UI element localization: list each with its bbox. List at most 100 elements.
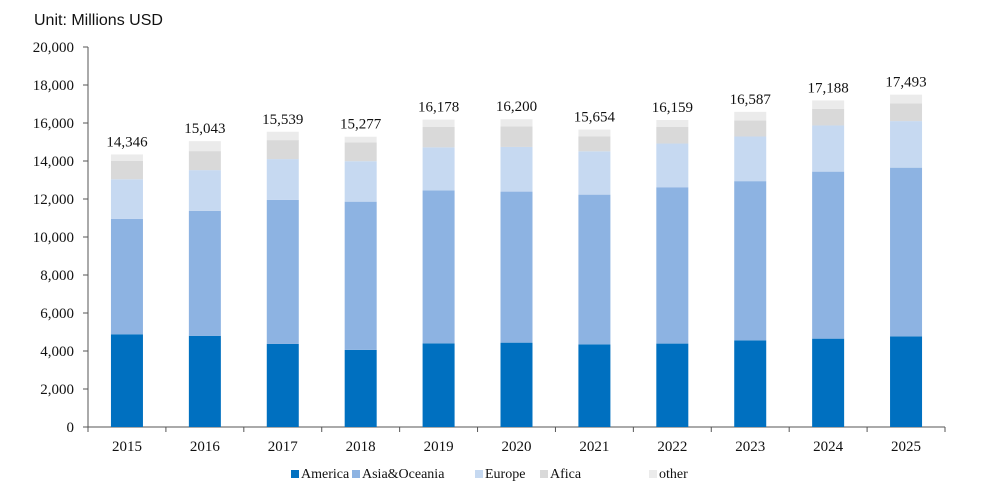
bar-segment-other	[266, 131, 299, 141]
bar-segment-afica	[422, 126, 455, 148]
bar-segment-asia-oceania	[812, 171, 845, 339]
bar-segment-america	[110, 334, 143, 427]
y-tick-label: 18,000	[33, 78, 74, 94]
legend: America Asia&Oceania Europe Afica other	[291, 467, 688, 482]
x-tick-label: 2019	[424, 439, 454, 455]
bar-segment-afica	[110, 161, 143, 180]
total-data-label: 14,346	[106, 134, 148, 150]
unit-label: Unit: Millions USD	[34, 12, 163, 29]
x-tick-label: 2025	[891, 439, 921, 455]
bar-segment-afica	[500, 126, 533, 147]
total-data-label: 16,200	[496, 99, 537, 115]
y-tick-label: 0	[67, 420, 75, 436]
bar-segment-america	[734, 340, 767, 427]
legend-swatch	[352, 470, 360, 478]
bar-segment-america	[890, 336, 923, 427]
bar-segment-other	[812, 100, 845, 109]
y-tick-label: 6,000	[40, 306, 74, 322]
bar-segment-other	[422, 119, 455, 127]
legend-swatch	[475, 470, 483, 478]
bar-segment-other	[110, 154, 143, 161]
x-tick-label: 2024	[813, 439, 844, 455]
bar-segment-asia-oceania	[734, 181, 767, 341]
legend-label: America	[301, 467, 350, 482]
legend-label: Asia&Oceania	[362, 467, 445, 482]
total-data-label: 17,493	[885, 75, 926, 91]
bar-segment-europe	[500, 146, 533, 192]
bar-segment-asia-oceania	[578, 194, 611, 345]
bar-segment-afica	[344, 142, 377, 162]
bar-segment-afica	[890, 103, 923, 122]
x-tick-label: 2023	[735, 439, 765, 455]
y-tick-label: 4,000	[40, 344, 74, 360]
y-tick-label: 10,000	[33, 230, 74, 246]
bar-segment-asia-oceania	[422, 190, 455, 344]
bar-segment-other	[578, 129, 611, 137]
total-data-label: 16,587	[730, 92, 772, 108]
bar-segment-other	[500, 119, 533, 127]
y-tick-label: 20,000	[33, 40, 74, 56]
bar-segment-america	[812, 338, 845, 427]
y-tick-label: 14,000	[33, 154, 74, 170]
total-data-label: 15,539	[262, 112, 303, 128]
bar-segment-afica	[188, 151, 221, 171]
bar-segment-afica	[734, 120, 767, 137]
bar-segment-afica	[656, 126, 689, 144]
x-tick-label: 2022	[657, 439, 687, 455]
bar-segment-europe	[422, 147, 455, 191]
bar-segment-asia-oceania	[266, 199, 299, 344]
bar-segment-america	[500, 342, 533, 427]
bar-segment-europe	[890, 121, 923, 168]
x-tick-label: 2018	[346, 439, 376, 455]
total-data-label: 15,043	[184, 121, 225, 137]
x-tick-label: 2021	[579, 439, 609, 455]
legend-label: Afica	[550, 467, 582, 482]
bar-segment-europe	[110, 179, 143, 219]
bar-segment-afica	[266, 140, 299, 160]
bar-segment-europe	[266, 159, 299, 200]
legend-label: Europe	[485, 467, 525, 482]
bar-segment-asia-oceania	[656, 187, 689, 344]
bar-segment-europe	[656, 143, 689, 188]
bar-segment-other	[890, 94, 923, 104]
labels: 2015 14,346 2016 15,043 2017 15,539 2018 15,277…	[106, 75, 926, 455]
y-tick-label: 8,000	[40, 268, 74, 284]
axes: 0 2,000 4,000 6,000 8,000 10,000 12,000 14,000 1…	[33, 40, 946, 436]
bar-segment-america	[344, 349, 377, 427]
bar-segment-europe	[344, 161, 377, 202]
total-data-label: 16,178	[418, 100, 459, 116]
y-tick-label: 16,000	[33, 116, 74, 132]
bar-segment-america	[422, 343, 455, 427]
legend-label: other	[659, 467, 688, 482]
x-tick-label: 2017	[268, 439, 299, 455]
bar-segment-asia-oceania	[110, 218, 143, 335]
bar-segment-america	[188, 335, 221, 427]
x-tick-label: 2020	[502, 439, 532, 455]
bar-segment-asia-oceania	[500, 191, 533, 343]
total-data-label: 16,159	[652, 100, 693, 116]
legend-swatch	[291, 470, 299, 478]
y-tick-label: 2,000	[40, 382, 74, 398]
y-tick-label: 12,000	[33, 192, 74, 208]
bar-segment-america	[266, 343, 299, 427]
bar-segment-asia-oceania	[188, 210, 221, 336]
total-data-label: 17,188	[808, 80, 849, 96]
x-tick-label: 2015	[112, 439, 142, 455]
bar-segment-europe	[188, 170, 221, 211]
bar-segment-other	[734, 111, 767, 121]
bar-segment-asia-oceania	[344, 201, 377, 350]
total-data-label: 15,277	[340, 117, 382, 133]
total-data-label: 15,654	[574, 110, 616, 126]
x-tick-label: 2016	[190, 439, 221, 455]
bar-segment-america	[656, 343, 689, 427]
bar-segment-other	[344, 136, 377, 143]
legend-swatch	[540, 470, 548, 478]
legend-swatch	[649, 470, 657, 478]
bar-segment-asia-oceania	[890, 167, 923, 337]
bar-segment-afica	[812, 108, 845, 126]
bar-segment-america	[578, 344, 611, 427]
bar-segment-europe	[578, 151, 611, 195]
bar-segment-other	[656, 119, 689, 127]
